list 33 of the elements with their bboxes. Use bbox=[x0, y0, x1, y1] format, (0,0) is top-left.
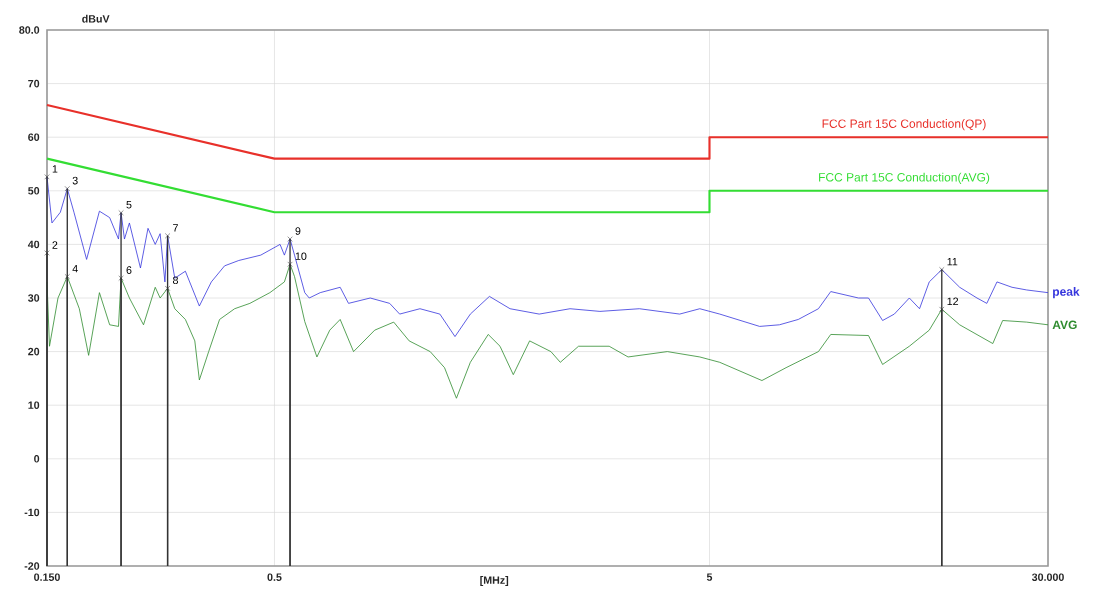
annotation: 10 bbox=[295, 252, 307, 260]
x-tick-label: 0.5 bbox=[267, 573, 282, 581]
annotation: 6 bbox=[126, 266, 132, 274]
annotation: 1 bbox=[52, 165, 58, 173]
annotation: 4 bbox=[72, 264, 78, 273]
y-tick-label: -10 bbox=[24, 508, 40, 517]
series-label: peak bbox=[1053, 287, 1080, 299]
x-axis-title: [MHz] bbox=[480, 576, 509, 586]
annotation: 5 bbox=[126, 201, 132, 209]
y-tick-label: 0 bbox=[34, 455, 40, 463]
x-tick-label: 5 bbox=[706, 573, 713, 581]
y-tick-label: 60 bbox=[28, 133, 40, 141]
series-label: AVG bbox=[1052, 320, 1077, 330]
series-label: FCC Part 15C Conduction(QP) bbox=[822, 119, 986, 131]
y-tick-label: 50 bbox=[28, 187, 40, 195]
annotation: 8 bbox=[172, 276, 178, 285]
y-tick-label: -20 bbox=[24, 562, 40, 570]
y-tick-label: 80.0 bbox=[19, 26, 40, 34]
annotation: 11 bbox=[947, 257, 958, 266]
series-label: FCC Part 15C Conduction(AVG) bbox=[819, 172, 990, 184]
y-tick-label: 30 bbox=[28, 294, 40, 302]
annotation: 9 bbox=[295, 227, 301, 235]
x-tick-label: 0.150 bbox=[34, 573, 60, 581]
y-tick-label: 70 bbox=[28, 79, 40, 88]
y-tick-label: 40 bbox=[27, 240, 40, 249]
annotation: 12 bbox=[947, 297, 959, 305]
annotation: 3 bbox=[72, 176, 78, 185]
y-axis-title: dBuV bbox=[82, 14, 110, 23]
x-tick-label: 30.000 bbox=[1031, 573, 1064, 581]
annotation: 2 bbox=[52, 241, 58, 249]
annotation: 7 bbox=[173, 224, 178, 232]
y-tick-label: 20 bbox=[28, 347, 40, 356]
y-tick-label: 10 bbox=[28, 401, 40, 409]
